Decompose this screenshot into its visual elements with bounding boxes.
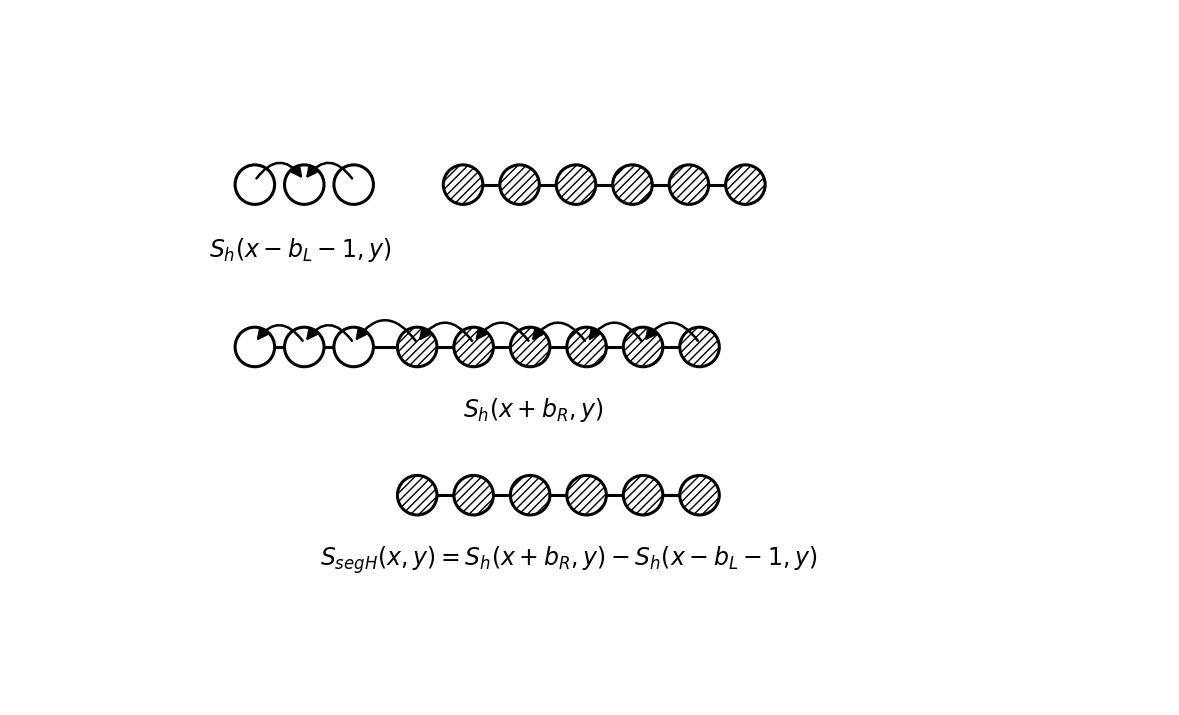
Circle shape: [511, 327, 549, 367]
Circle shape: [567, 327, 606, 367]
Circle shape: [725, 165, 765, 204]
Circle shape: [235, 165, 275, 204]
Circle shape: [454, 327, 494, 367]
Text: $S_h(x+b_R,y)$: $S_h(x+b_R,y)$: [463, 397, 604, 425]
Circle shape: [284, 165, 324, 204]
Circle shape: [443, 165, 483, 204]
Circle shape: [397, 475, 437, 515]
Circle shape: [680, 475, 719, 515]
Circle shape: [556, 165, 595, 204]
Circle shape: [235, 327, 275, 367]
Text: $S_h(x-b_L-1,y)$: $S_h(x-b_L-1,y)$: [210, 236, 391, 265]
Circle shape: [624, 327, 663, 367]
Circle shape: [670, 165, 709, 204]
Circle shape: [334, 165, 374, 204]
Circle shape: [284, 327, 324, 367]
Circle shape: [567, 475, 606, 515]
Circle shape: [397, 327, 437, 367]
Circle shape: [613, 165, 652, 204]
Text: $S_{segH}(x,y)=S_h(x+b_R,y)-S_h(x-b_L-1,y)$: $S_{segH}(x,y)=S_h(x+b_R,y)-S_h(x-b_L-1,…: [321, 544, 817, 576]
Circle shape: [334, 327, 374, 367]
Circle shape: [511, 475, 549, 515]
Circle shape: [454, 475, 494, 515]
Circle shape: [624, 475, 663, 515]
Circle shape: [680, 327, 719, 367]
Circle shape: [500, 165, 539, 204]
